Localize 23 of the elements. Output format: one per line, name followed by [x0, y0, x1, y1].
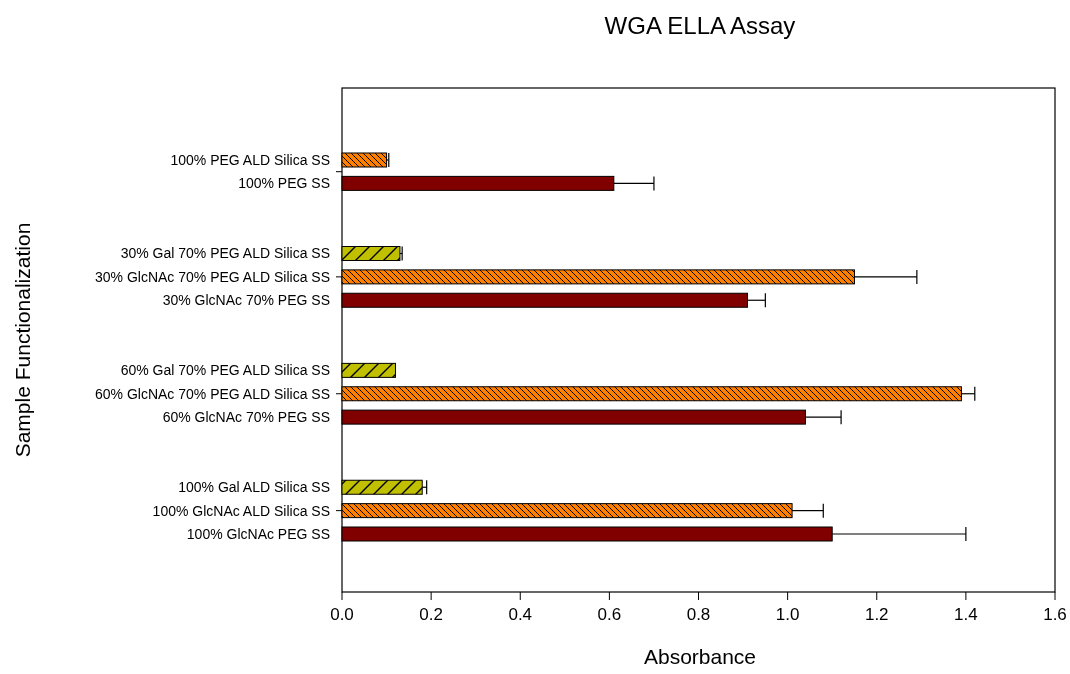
x-tick-label: 0.4 [508, 605, 533, 624]
y-tick-label: 60% GlcNAc 70% PEG SS [162, 409, 330, 426]
y-tick-label: 30% GlcNAc 70% PEG SS [162, 292, 330, 309]
y-axis-title: Sample Functionalization [11, 222, 34, 458]
x-tick-label: 1.0 [775, 605, 800, 624]
y-tick-label: 60% Gal 70% PEG ALD Silica SS [120, 362, 330, 379]
x-tick-label: 1.2 [864, 605, 889, 624]
y-tick-label: 100% PEG ALD Silica SS [170, 151, 330, 168]
x-tick-label: 0.6 [597, 605, 622, 624]
x-tick-label: 0.0 [330, 605, 354, 624]
x-tick-label: 0.8 [686, 605, 711, 624]
x-tick-label: 1.4 [954, 605, 978, 624]
x-axis-title: Absorbance [643, 645, 757, 668]
y-tick-label: 30% GlcNAc 70% PEG ALD Silica SS [95, 268, 330, 285]
y-tick-label: 60% GlcNAc 70% PEG ALD Silica SS [95, 385, 330, 402]
x-tick-label: 0.2 [419, 605, 443, 624]
y-tick-label: 100% GlcNAc ALD Silica SS [152, 502, 330, 519]
y-tick-label: 100% Gal ALD Silica SS [178, 479, 330, 496]
x-tick-label: 1.6 [1043, 605, 1067, 624]
chart-title: WGA ELLA Assay [604, 12, 796, 39]
y-tick-label: 100% PEG SS [238, 175, 330, 192]
y-tick-label: 100% GlcNAc PEG SS [186, 525, 330, 542]
y-tick-label: 30% Gal 70% PEG ALD Silica SS [120, 245, 330, 262]
